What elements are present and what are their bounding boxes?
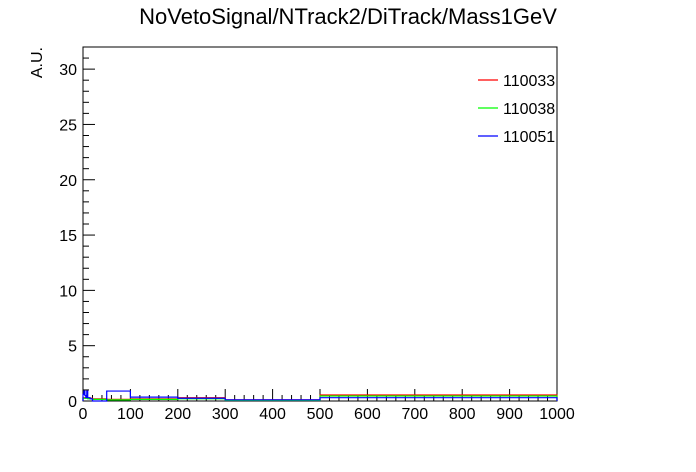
y-tick-label: 10 [59, 283, 77, 300]
x-tick-label: 600 [354, 406, 381, 423]
y-tick-label: 15 [59, 228, 77, 245]
x-tick-label: 300 [212, 406, 239, 423]
y-axis-ticks: 0 5 10 15 20 25 30 [59, 46, 95, 411]
x-tick-label: 0 [79, 406, 88, 423]
y-tick-label: 5 [68, 339, 77, 356]
histogram-series [82, 390, 558, 402]
x-tick-label: 200 [164, 406, 191, 423]
x-axis-ticks: 0 100 200 300 400 500 600 700 800 900 1000 [79, 389, 575, 423]
legend-label: 110051 [503, 129, 555, 146]
y-tick-label: 0 [68, 394, 77, 411]
y-tick-label: 20 [59, 173, 77, 190]
series-line-110051 [82, 390, 558, 402]
x-tick-label: 400 [259, 406, 286, 423]
y-axis-label: A.U. [29, 47, 46, 78]
legend-item-110038: 110038 [478, 101, 555, 118]
legend: 110033 110038 110051 [478, 73, 555, 146]
x-tick-label: 500 [307, 406, 334, 423]
series-110051 [82, 390, 558, 402]
x-tick-label: 700 [401, 406, 428, 423]
y-tick-label: 30 [59, 62, 77, 79]
legend-item-110051: 110051 [478, 129, 555, 146]
x-tick-label: 1000 [539, 406, 575, 423]
legend-item-110033: 110033 [478, 73, 555, 90]
y-tick-label: 25 [59, 117, 77, 134]
x-tick-label: 900 [496, 406, 523, 423]
x-tick-label: 800 [449, 406, 476, 423]
chart-title: NoVetoSignal/NTrack2/DiTrack/Mass1GeV [139, 4, 557, 29]
legend-label: 110038 [503, 101, 555, 118]
legend-label: 110033 [503, 73, 555, 90]
x-tick-label: 100 [117, 406, 144, 423]
